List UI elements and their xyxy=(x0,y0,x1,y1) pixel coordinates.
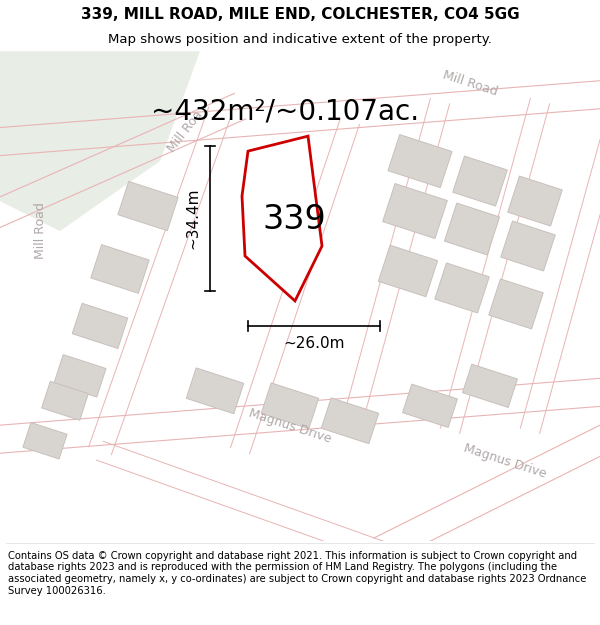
Text: Contains OS data © Crown copyright and database right 2021. This information is : Contains OS data © Crown copyright and d… xyxy=(8,551,586,596)
Polygon shape xyxy=(242,136,322,301)
Polygon shape xyxy=(321,398,379,444)
Polygon shape xyxy=(435,263,489,313)
Text: Map shows position and indicative extent of the property.: Map shows position and indicative extent… xyxy=(108,34,492,46)
Polygon shape xyxy=(445,203,500,255)
Text: ~432m²/~0.107ac.: ~432m²/~0.107ac. xyxy=(151,97,419,125)
Text: Magnus Drive: Magnus Drive xyxy=(247,406,333,445)
Polygon shape xyxy=(118,181,178,231)
Polygon shape xyxy=(41,381,88,420)
Polygon shape xyxy=(54,354,106,397)
Text: ~26.0m: ~26.0m xyxy=(283,336,345,351)
Polygon shape xyxy=(0,51,200,231)
Text: Mill Road: Mill Road xyxy=(441,68,499,98)
Polygon shape xyxy=(403,384,457,428)
Polygon shape xyxy=(261,383,319,429)
Polygon shape xyxy=(463,364,517,408)
Text: Mill Road: Mill Road xyxy=(34,202,47,259)
Polygon shape xyxy=(23,422,67,459)
Polygon shape xyxy=(508,176,562,226)
Polygon shape xyxy=(501,221,555,271)
Polygon shape xyxy=(453,156,507,206)
Text: Magnus Drive: Magnus Drive xyxy=(462,441,548,480)
Polygon shape xyxy=(186,368,244,414)
Polygon shape xyxy=(91,244,149,293)
Text: Mill Roa: Mill Roa xyxy=(165,108,205,154)
Polygon shape xyxy=(379,245,437,297)
Text: 339, MILL ROAD, MILE END, COLCHESTER, CO4 5GG: 339, MILL ROAD, MILE END, COLCHESTER, CO… xyxy=(80,7,520,22)
Text: ~34.4m: ~34.4m xyxy=(185,188,200,249)
Polygon shape xyxy=(72,303,128,349)
Polygon shape xyxy=(383,184,448,239)
Polygon shape xyxy=(388,134,452,188)
Text: 339: 339 xyxy=(263,203,326,236)
Polygon shape xyxy=(489,279,543,329)
